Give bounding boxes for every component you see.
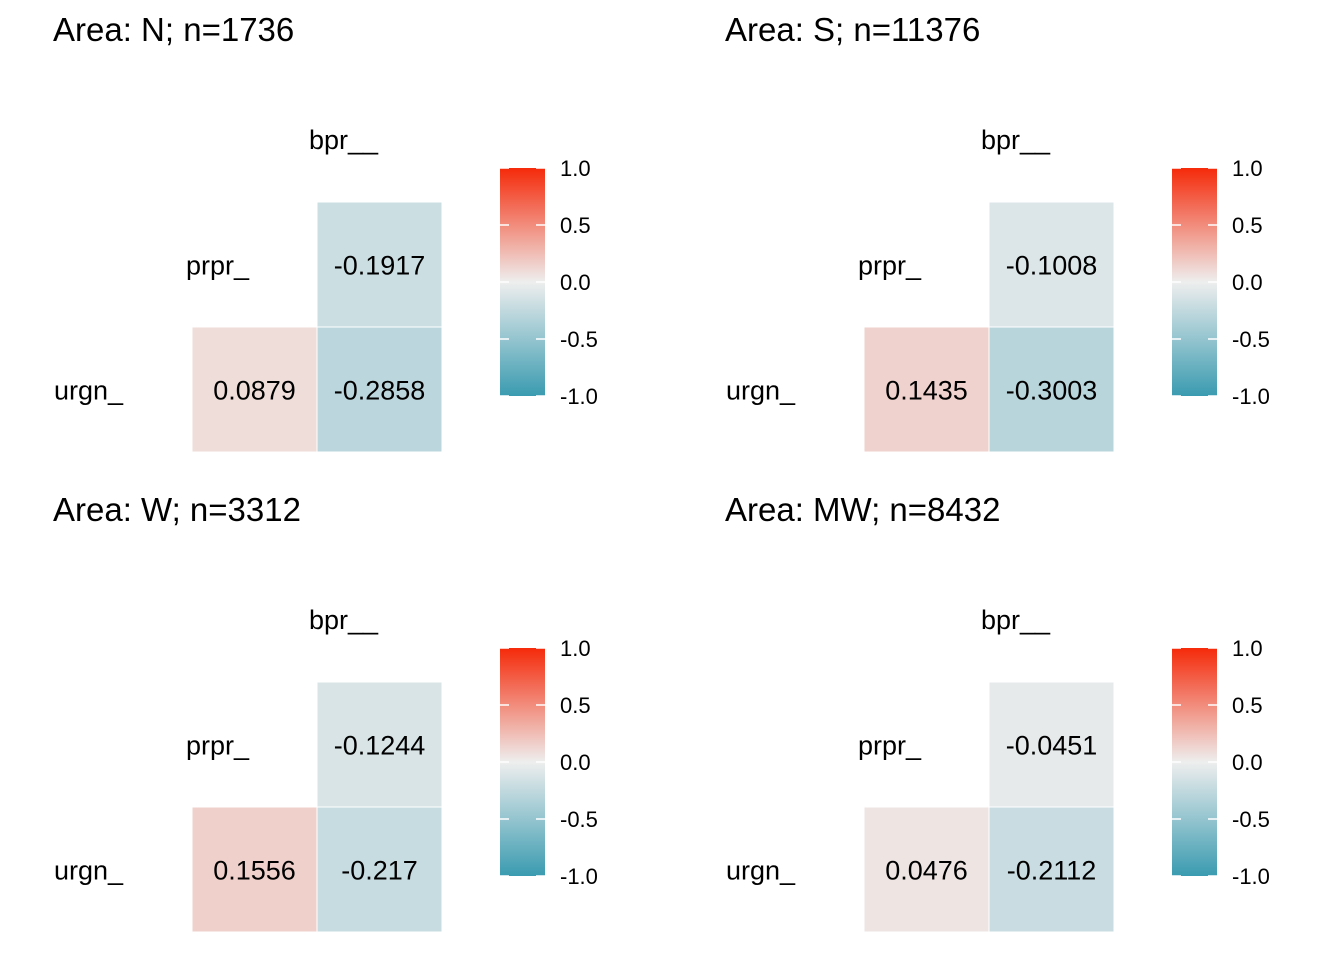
panel-title: Area: N; n=1736: [53, 11, 294, 48]
panel-title: Area: W; n=3312: [53, 491, 301, 528]
y-axis-label: prpr_: [186, 251, 250, 281]
heatmap-cell: [988, 326, 1115, 453]
x-axis-label: bpr__: [981, 125, 1051, 155]
y-axis-label: prpr_: [858, 251, 922, 281]
legend-tick-label: 1.0: [560, 156, 591, 181]
y-axis-label: urgn_: [726, 376, 796, 406]
heatmap-panel: Area: N; n=1736 -0.1917 0.0879 -0.2858 bpr__…: [53, 11, 598, 453]
heatmap-cell: [316, 201, 443, 328]
heatmap-cell: [988, 806, 1115, 933]
y-axis-label: urgn_: [54, 856, 124, 886]
heatmap-panel: Area: W; n=3312 -0.1244 0.1556 -0.217 bpr__p…: [53, 491, 598, 933]
legend-tick-label: 0.0: [1232, 270, 1263, 295]
heatmap-cell: [863, 806, 990, 933]
cell-value-label: -0.217: [341, 856, 418, 886]
legend-tick-label: -0.5: [560, 327, 598, 352]
cell-value-label: -0.0451: [1006, 731, 1098, 761]
cell-value-label: -0.1008: [1006, 251, 1098, 281]
heatmap-cell: [316, 806, 443, 933]
legend-tick-label: 0.0: [560, 750, 591, 775]
legend-tick-label: 0.0: [1232, 750, 1263, 775]
cell-value-label: -0.2112: [1007, 856, 1097, 886]
cell-value-label: 0.1556: [213, 856, 296, 886]
x-axis-label: bpr__: [309, 125, 379, 155]
y-axis-label: urgn_: [54, 376, 124, 406]
heatmap-cell: [191, 326, 318, 453]
legend-tick-label: 0.5: [1232, 693, 1263, 718]
legend-tick-label: -0.5: [560, 807, 598, 832]
legend-tick-label: -1.0: [1232, 384, 1270, 409]
cell-value-label: 0.0476: [885, 856, 968, 886]
legend-tick-label: 1.0: [1232, 636, 1263, 661]
y-axis-label: prpr_: [858, 731, 922, 761]
y-axis-label: prpr_: [186, 731, 250, 761]
panel-title: Area: S; n=11376: [725, 11, 980, 48]
heatmap-panel: Area: MW; n=8432 -0.0451 0.0476 -0.2112 bpr_…: [725, 491, 1270, 933]
y-axis-label: urgn_: [726, 856, 796, 886]
panel-title: Area: MW; n=8432: [725, 491, 1000, 528]
legend-tick-label: 0.0: [560, 270, 591, 295]
heatmap-cell: [988, 681, 1115, 808]
legend-tick-label: 1.0: [1232, 156, 1263, 181]
heatmap-panel: Area: S; n=11376 -0.1008 0.1435 -0.3003 bpr_…: [725, 11, 1270, 453]
cell-value-label: -0.3003: [1006, 376, 1098, 406]
cell-value-label: -0.2858: [334, 376, 426, 406]
heatmap-cell: [316, 681, 443, 808]
legend-tick-label: -1.0: [560, 864, 598, 889]
legend-tick-label: 0.5: [1232, 213, 1263, 238]
heatmap-cell: [863, 326, 990, 453]
x-axis-label: bpr__: [309, 605, 379, 635]
cell-value-label: 0.1435: [885, 376, 968, 406]
heatmap-cell: [191, 806, 318, 933]
legend-tick-label: -1.0: [560, 384, 598, 409]
legend-tick-label: -1.0: [1232, 864, 1270, 889]
cell-value-label: -0.1917: [334, 251, 426, 281]
cell-value-label: 0.0879: [213, 376, 296, 406]
legend-tick-label: -0.5: [1232, 327, 1270, 352]
heatmap-cell: [316, 326, 443, 453]
x-axis-label: bpr__: [981, 605, 1051, 635]
legend-tick-label: 0.5: [560, 693, 591, 718]
cell-value-label: -0.1244: [334, 731, 426, 761]
legend-tick-label: 0.5: [560, 213, 591, 238]
legend-tick-label: -0.5: [1232, 807, 1270, 832]
legend-tick-label: 1.0: [560, 636, 591, 661]
